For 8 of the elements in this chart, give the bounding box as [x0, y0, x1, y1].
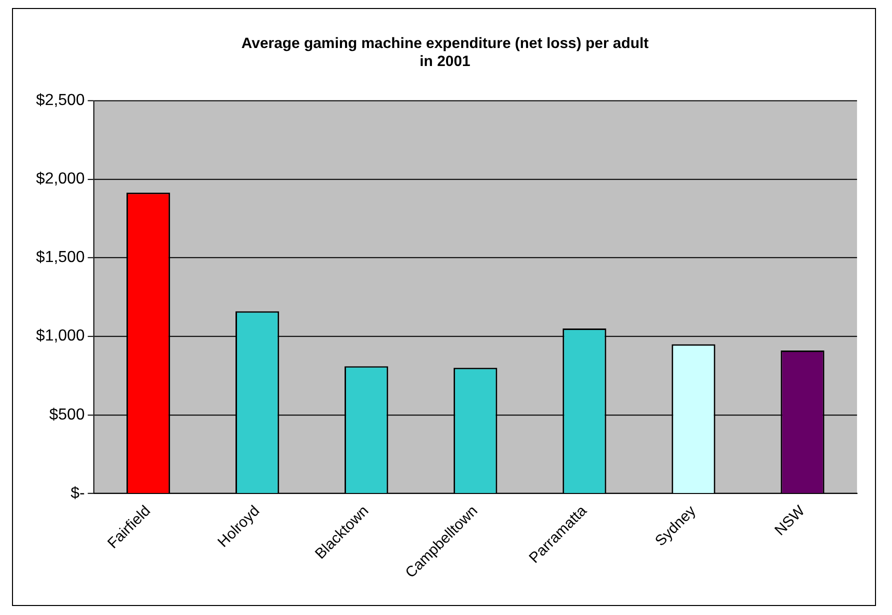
text: in 2001 — [420, 52, 470, 70]
text: Average gaming machine expenditure (net loss) per adult — [241, 35, 649, 52]
y-tick-label: $1,000 — [36, 328, 85, 345]
y-tick-label: $2,500 — [36, 92, 85, 110]
y-tick-label: $1,500 — [36, 249, 85, 266]
y-tick-label: $- — [70, 484, 85, 502]
y-tick-label: $500 — [49, 406, 85, 424]
y-tick-label: $2,000 — [36, 170, 85, 188]
